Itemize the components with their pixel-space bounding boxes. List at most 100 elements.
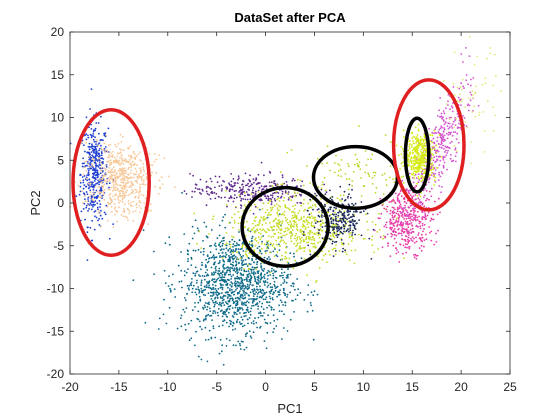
data-point (181, 191, 183, 194)
data-point (344, 251, 347, 254)
data-point (416, 219, 419, 221)
data-point (93, 184, 96, 186)
data-point (93, 228, 96, 231)
data-point (286, 261, 289, 263)
data-point (212, 254, 215, 257)
data-point (414, 167, 417, 170)
data-point (444, 121, 447, 124)
data-point (342, 224, 345, 226)
data-point (315, 219, 318, 222)
data-point (129, 164, 132, 166)
data-point (119, 133, 122, 136)
data-point (202, 293, 205, 296)
data-point (360, 177, 362, 179)
data-point (268, 295, 271, 298)
data-point (370, 239, 373, 241)
data-point (239, 299, 241, 301)
data-point (275, 239, 277, 242)
data-point (211, 295, 214, 297)
data-point (442, 135, 444, 138)
data-point (113, 203, 116, 206)
data-point (359, 168, 362, 171)
data-point (115, 182, 118, 185)
data-point (221, 240, 223, 243)
data-point (213, 288, 215, 290)
data-point (274, 276, 277, 279)
data-point (121, 159, 124, 162)
data-point (469, 91, 472, 94)
data-point (419, 201, 421, 203)
data-point (269, 206, 272, 209)
data-point (217, 270, 220, 272)
data-point (338, 225, 340, 228)
data-point (272, 243, 275, 246)
data-point (350, 221, 353, 223)
data-point (236, 251, 239, 254)
data-point (235, 289, 237, 291)
data-point (239, 312, 241, 314)
data-point (298, 236, 301, 238)
data-point (114, 169, 116, 171)
data-point (419, 136, 422, 138)
data-point (383, 207, 386, 210)
data-point (148, 153, 151, 155)
data-point (89, 164, 92, 166)
data-point (158, 317, 161, 320)
data-point (325, 191, 328, 194)
data-point (265, 185, 267, 188)
data-point (333, 231, 336, 234)
data-point (245, 346, 248, 349)
data-point (412, 162, 415, 165)
data-point (259, 285, 261, 288)
data-point (247, 311, 250, 314)
data-point (286, 330, 289, 332)
data-point (421, 168, 424, 171)
data-point (422, 147, 424, 150)
data-point (443, 140, 445, 143)
data-point (253, 271, 255, 273)
data-point (244, 284, 246, 287)
data-point (243, 348, 246, 351)
data-point (415, 254, 418, 257)
data-point (206, 269, 209, 271)
data-point (290, 223, 293, 226)
data-point (160, 176, 163, 179)
data-point (443, 161, 446, 164)
data-point (396, 249, 398, 251)
data-point (164, 242, 167, 245)
data-point (430, 171, 433, 174)
data-point (219, 282, 222, 285)
data-point (434, 172, 436, 175)
data-point (284, 294, 286, 297)
data-point (257, 236, 260, 239)
data-point (259, 228, 261, 231)
data-point (436, 213, 439, 216)
data-point (232, 226, 234, 229)
data-point (125, 171, 127, 174)
data-point (205, 284, 208, 286)
data-point (252, 268, 255, 271)
data-point (432, 213, 434, 216)
data-point (210, 188, 213, 190)
data-point (119, 148, 121, 150)
data-point (106, 156, 109, 159)
data-point (420, 176, 423, 179)
data-point (251, 222, 254, 225)
data-point (420, 150, 422, 153)
data-point (435, 144, 438, 147)
data-point (274, 199, 277, 202)
data-point (257, 241, 260, 244)
data-point (227, 249, 230, 251)
data-point (334, 247, 337, 250)
data-point (122, 168, 125, 171)
data-point (437, 155, 440, 158)
data-point (132, 150, 135, 153)
data-point (224, 243, 227, 246)
data-point (420, 239, 423, 242)
data-point (118, 167, 121, 170)
data-point (303, 299, 306, 301)
data-point (247, 182, 250, 185)
data-point (121, 201, 124, 204)
data-point (216, 297, 219, 299)
